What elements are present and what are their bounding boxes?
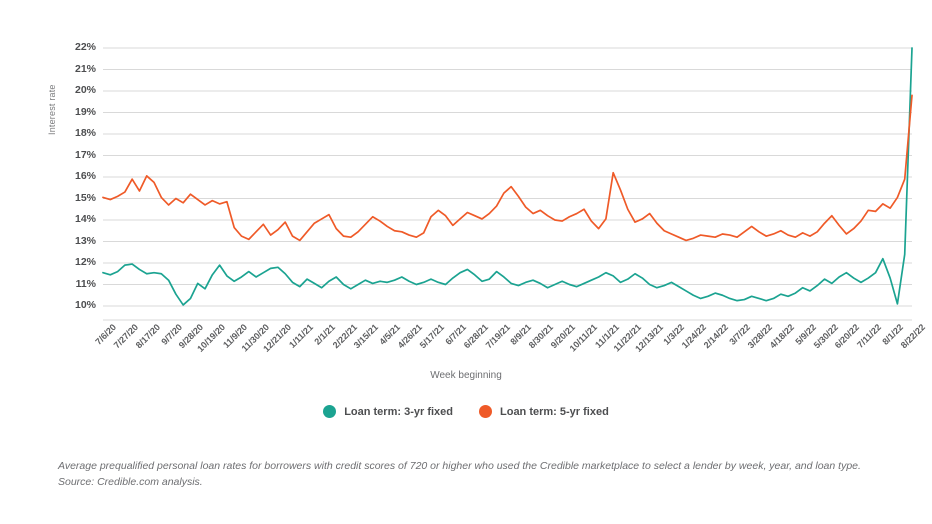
y-tick-label: 22% (74, 41, 96, 53)
y-tick-label: 18% (74, 127, 96, 139)
legend-swatch-icon (479, 405, 492, 418)
y-tick-label: 11% (75, 277, 96, 290)
chart-caption: Average prequalified personal loan rates… (58, 460, 861, 489)
y-tick-label: 20% (74, 84, 96, 96)
y-tick-label: 16% (74, 170, 96, 182)
x-axis-title: Week beginning (430, 370, 502, 381)
gridlines (103, 47, 912, 321)
y-tick-label: 21% (74, 62, 96, 75)
y-tick-label: 17% (74, 148, 96, 161)
y-tick-label: 14% (74, 213, 96, 225)
chart-legend: Loan term: 3-yr fixed Loan term: 5-yr fix… (0, 405, 932, 418)
legend-item-3yr[interactable]: Loan term: 3-yr fixed (323, 405, 453, 418)
y-tick-label: 12% (74, 256, 96, 268)
series-lines (102, 47, 913, 306)
legend-label: Loan term: 3-yr fixed (344, 405, 453, 418)
y-tick-label: 10% (74, 299, 96, 311)
y-tick-label: 19% (74, 105, 96, 118)
series-line-3yr (102, 47, 913, 306)
series-line-5yr (102, 94, 913, 242)
legend-label: Loan term: 5-yr fixed (500, 405, 609, 418)
y-tick-label: 15% (74, 191, 96, 204)
y-tick-label: 13% (74, 234, 96, 247)
legend-swatch-icon (323, 405, 337, 418)
legend-item-5yr[interactable]: Loan term: 5-yr fixed (479, 405, 609, 418)
